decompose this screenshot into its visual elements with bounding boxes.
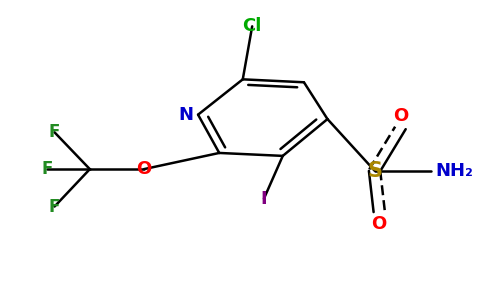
Text: NH₂: NH₂: [436, 162, 473, 180]
Text: O: O: [393, 107, 408, 125]
Text: O: O: [136, 160, 151, 178]
Text: I: I: [261, 190, 267, 208]
Text: N: N: [179, 106, 194, 124]
Text: O: O: [372, 214, 387, 232]
Text: F: F: [42, 160, 53, 178]
Text: Cl: Cl: [242, 17, 262, 35]
Text: F: F: [49, 123, 60, 141]
Text: S: S: [367, 160, 382, 181]
Text: F: F: [49, 197, 60, 215]
